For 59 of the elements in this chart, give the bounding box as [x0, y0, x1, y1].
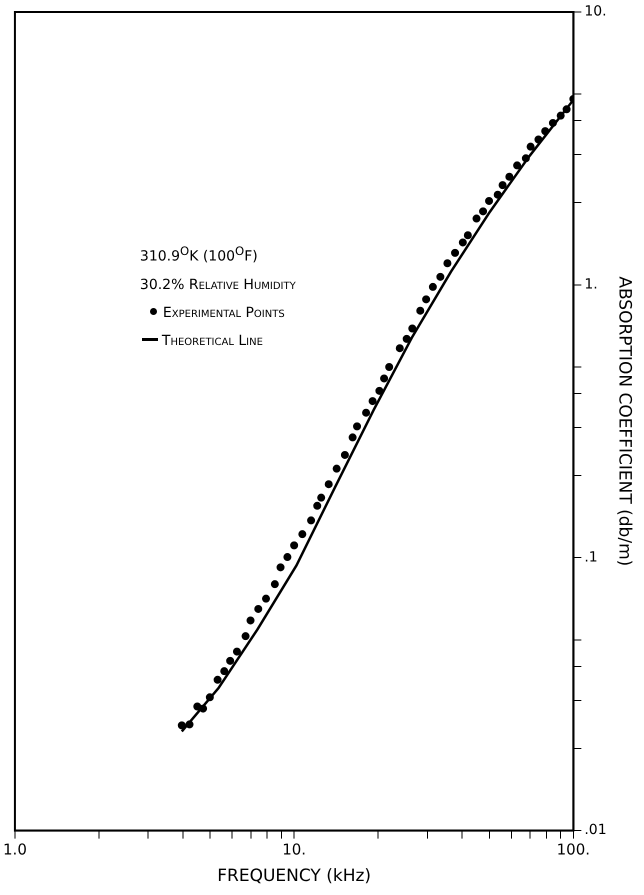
point [375, 386, 384, 395]
point [396, 344, 404, 352]
point [332, 464, 341, 473]
point [290, 541, 298, 550]
point [324, 480, 333, 488]
point [206, 693, 214, 702]
point [276, 563, 285, 572]
point [270, 580, 279, 588]
point [556, 112, 565, 120]
point [472, 214, 481, 223]
point [443, 259, 452, 268]
point [199, 704, 208, 713]
point [513, 161, 522, 170]
legend-label: Theoretical Line [162, 332, 263, 349]
x-tick-label: 10. [282, 840, 306, 858]
y-axis-title: ABSORPTION COEFFICIENT (db/m) [614, 276, 634, 566]
point [458, 238, 467, 246]
point [422, 295, 430, 304]
point [416, 306, 424, 315]
point [562, 105, 571, 114]
point [498, 181, 507, 190]
point [451, 248, 460, 257]
point [534, 135, 542, 144]
x-axis-title: FREQUENCY (kHz) [217, 866, 372, 886]
point [220, 667, 228, 676]
point [283, 553, 292, 562]
point [186, 720, 194, 728]
y-tick-label: .1 [584, 549, 598, 566]
point [541, 127, 550, 136]
y-tick-label: 10. [584, 4, 607, 20]
y-tick-label: 1. [584, 276, 598, 293]
point [526, 142, 535, 151]
y-tick-label: .01 [584, 822, 607, 838]
point [402, 334, 411, 343]
legend-label: Experimental Points [162, 304, 285, 321]
point [436, 272, 444, 281]
point [428, 282, 437, 291]
point [479, 207, 488, 216]
point [522, 154, 530, 162]
point [464, 231, 472, 240]
point [214, 676, 222, 684]
point [262, 594, 270, 603]
point [505, 172, 514, 181]
annotation: 30.2% Relative Humidity [140, 276, 296, 295]
point [548, 118, 557, 127]
point [254, 604, 262, 613]
point [242, 632, 250, 640]
point [226, 656, 234, 665]
point [298, 530, 306, 538]
x-tick-label: 100. [556, 840, 590, 858]
x-tick-label: 1.0 [3, 840, 27, 858]
point [485, 196, 494, 205]
point [353, 422, 362, 430]
point [408, 324, 416, 332]
point [494, 190, 502, 199]
point [178, 721, 186, 730]
point [317, 494, 326, 502]
point [380, 374, 388, 382]
annotation: 310.9$^{O}$K (100$^{O}$F) [140, 243, 259, 267]
